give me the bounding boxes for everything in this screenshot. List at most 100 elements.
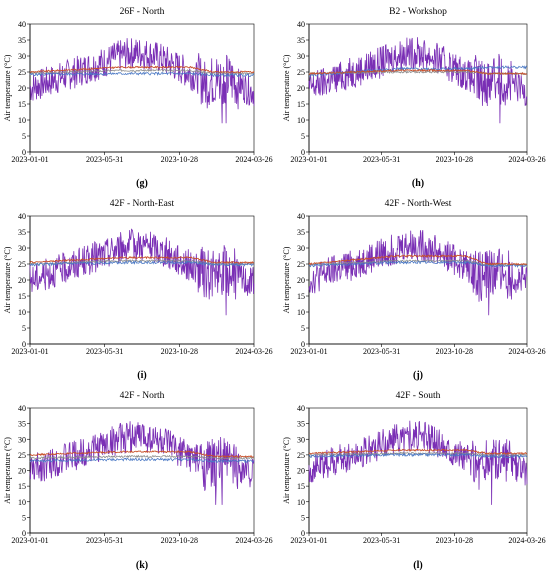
y-tick-label: 5 (301, 324, 305, 333)
series-outdoor (308, 230, 528, 316)
y-tick-label: 35 (297, 420, 305, 429)
y-tick-label: 20 (297, 276, 305, 285)
plot-frame (29, 215, 255, 345)
y-tick-label: 40 (297, 20, 305, 29)
y-tick-label: 5 (22, 324, 26, 333)
y-tick-label: 30 (297, 435, 305, 444)
y-tick-label: 35 (297, 228, 305, 237)
y-tick-label: 40 (18, 20, 26, 29)
x-tick-label: 2023-05-31 (363, 347, 400, 356)
series-indoor-b (29, 259, 255, 267)
y-tick-label: 10 (18, 308, 26, 317)
series-indoor-a (308, 254, 528, 266)
y-axis-label: Air temperature (°C) (3, 54, 12, 121)
y-tick-label: 0 (22, 148, 26, 157)
series-indoor-b (308, 452, 528, 459)
x-tick-label: 2023-10-28 (436, 536, 473, 545)
x-tick-label: 2023-10-28 (161, 536, 198, 545)
panel-label: (i) (137, 370, 146, 381)
y-tick-label: 30 (18, 52, 26, 61)
y-tick-label: 40 (18, 212, 26, 221)
y-axis-label: Air temperature (°C) (282, 437, 291, 504)
x-tick-label: 2023-01-01 (11, 155, 48, 164)
x-tick-label: 2024-03-26 (508, 347, 545, 356)
x-tick-label: 2024-03-26 (235, 155, 272, 164)
panel-label: (g) (136, 178, 148, 189)
series-indoor-c (29, 68, 255, 75)
chart-title: 42F - North (120, 391, 165, 401)
y-tick-label: 35 (18, 36, 26, 45)
y-tick-label: 15 (18, 292, 26, 301)
x-tick-label: 2024-03-26 (508, 155, 545, 164)
y-tick-label: 10 (18, 116, 26, 125)
x-tick-label: 2023-10-28 (436, 347, 473, 356)
chart-panel-4: 0 5 10 15 20 25 30 35 40 2023-01-01 2023-05-31 2023… (3, 391, 273, 571)
y-tick-label: 10 (297, 308, 305, 317)
y-tick-label: 15 (18, 482, 26, 491)
y-tick-label: 5 (22, 513, 26, 522)
chart-panel-5: 0 5 10 15 20 25 30 35 40 2023-01-01 2023-05-31 2023… (282, 391, 546, 571)
y-tick-label: 35 (18, 228, 26, 237)
chart-title: B2 - Workshop (389, 7, 447, 17)
y-tick-label: 20 (18, 84, 26, 93)
x-tick-label: 2023-05-31 (86, 536, 123, 545)
y-tick-label: 20 (297, 84, 305, 93)
x-tick-label: 2023-01-01 (11, 536, 48, 545)
y-tick-label: 40 (297, 404, 305, 413)
y-tick-label: 5 (301, 132, 305, 141)
y-tick-label: 0 (301, 529, 305, 538)
y-tick-label: 15 (297, 482, 305, 491)
y-tick-label: 25 (18, 68, 26, 77)
x-tick-label: 2023-05-31 (363, 536, 400, 545)
y-axis-label: Air temperature (°C) (282, 246, 291, 313)
y-tick-label: 0 (301, 148, 305, 157)
y-tick-label: 30 (297, 52, 305, 61)
x-tick-label: 2024-03-26 (508, 536, 545, 545)
y-tick-label: 10 (297, 116, 305, 125)
panel-label: (k) (136, 560, 148, 571)
chart-panel-3: 0 5 10 15 20 25 30 35 40 2023-01-01 2023-05-31 2023… (282, 199, 546, 381)
series-indoor-a (29, 65, 255, 74)
x-tick-label: 2023-10-28 (161, 155, 198, 164)
x-tick-label: 2023-05-31 (86, 155, 123, 164)
x-tick-label: 2024-03-26 (235, 536, 272, 545)
y-tick-label: 10 (18, 498, 26, 507)
chart-title: 42F - North-West (385, 199, 452, 209)
y-tick-label: 40 (18, 404, 26, 413)
y-tick-label: 25 (18, 451, 26, 460)
x-tick-label: 2023-10-28 (161, 347, 198, 356)
y-axis-label: Air temperature (°C) (3, 246, 12, 313)
series-indoor-a (29, 255, 255, 265)
x-tick-label: 2023-01-01 (290, 347, 327, 356)
x-tick-label: 2023-10-28 (436, 155, 473, 164)
series-indoor-c (29, 454, 255, 460)
x-tick-label: 2023-01-01 (290, 536, 327, 545)
x-tick-label: 2024-03-26 (235, 347, 272, 356)
y-tick-label: 35 (18, 420, 26, 429)
series-outdoor (308, 37, 528, 124)
series-indoor-c (308, 70, 528, 76)
chart-title: 42F - South (396, 391, 441, 401)
x-tick-label: 2023-01-01 (11, 347, 48, 356)
series-indoor-a (308, 68, 528, 76)
y-tick-label: 15 (297, 100, 305, 109)
series-outdoor (29, 421, 255, 505)
y-tick-label: 0 (22, 340, 26, 349)
series-outdoor (29, 38, 255, 124)
series-indoor-b (29, 457, 254, 464)
y-tick-label: 25 (18, 260, 26, 269)
x-tick-label: 2023-05-31 (86, 347, 123, 356)
y-tick-label: 30 (18, 435, 26, 444)
y-axis-label: Air temperature (°C) (282, 54, 291, 121)
y-tick-label: 20 (297, 467, 305, 476)
y-tick-label: 30 (18, 244, 26, 253)
y-tick-label: 15 (297, 292, 305, 301)
x-tick-label: 2023-05-31 (363, 155, 400, 164)
y-tick-label: 40 (297, 212, 305, 221)
x-tick-label: 2023-01-01 (290, 155, 327, 164)
plot-frame (308, 407, 528, 534)
y-tick-label: 0 (301, 340, 305, 349)
y-tick-label: 15 (18, 100, 26, 109)
series-outdoor (29, 228, 255, 316)
panel-label: (h) (412, 178, 424, 189)
